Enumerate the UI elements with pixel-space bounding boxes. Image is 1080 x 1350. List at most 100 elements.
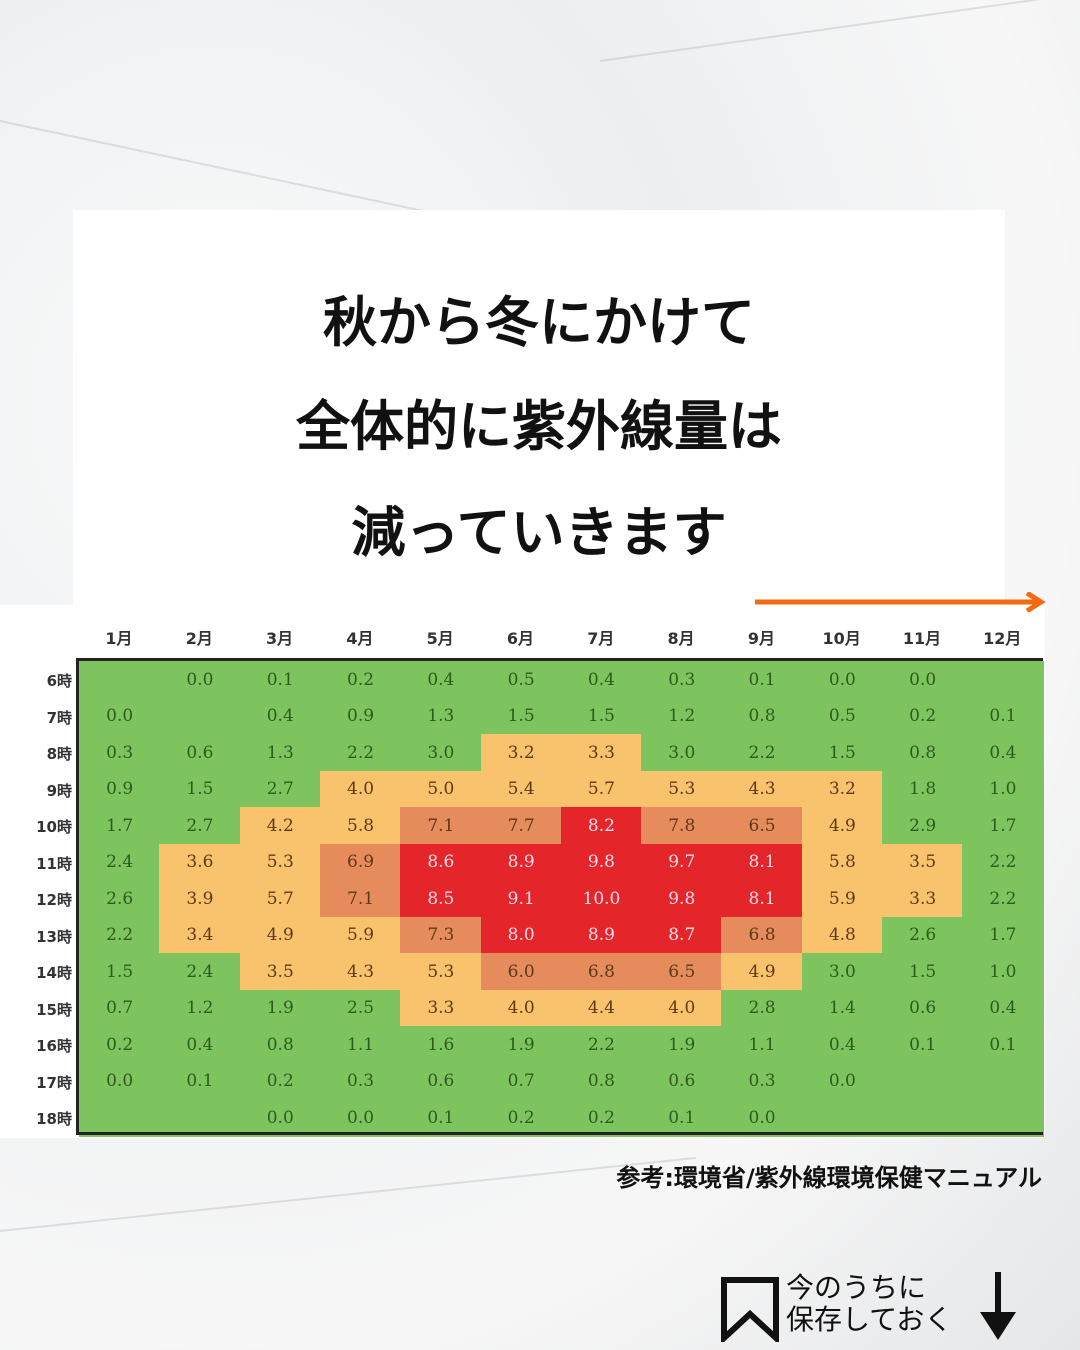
row-header: 7時 <box>46 708 72 727</box>
heatmap-cell: 0.0 <box>882 661 964 699</box>
heatmap-cell: 0.7 <box>79 989 161 1027</box>
row-header: 15時 <box>36 1000 72 1019</box>
heatmap-cell: 5.8 <box>319 807 402 845</box>
arrow-down-icon <box>980 1272 1016 1340</box>
heatmap-cell: 3.5 <box>239 953 321 991</box>
heatmap-cell: 3.2 <box>801 770 883 808</box>
column-header: 5月 <box>426 629 454 648</box>
heatmap-cell: 1.1 <box>319 1026 402 1064</box>
heatmap-cell: 8.2 <box>560 807 643 845</box>
heatmap-cell: 7.7 <box>480 807 562 845</box>
heatmap-cell: 0.0 <box>79 1062 161 1100</box>
heatmap-cell: 0.2 <box>560 1099 643 1137</box>
source-note: 参考:環境省/紫外線環境保健マニュアル <box>616 1164 1042 1192</box>
heatmap-cell: 0.1 <box>962 697 1044 735</box>
heatmap-cell: 6.8 <box>721 916 803 954</box>
heatmap-cell: 1.0 <box>962 770 1044 808</box>
heatmap-cell: 1.8 <box>882 770 964 808</box>
heatmap-cell: 5.3 <box>239 843 321 881</box>
row-header: 8時 <box>46 745 72 763</box>
heatmap-cell: 2.2 <box>319 734 402 772</box>
heatmap-cell: 2.7 <box>239 770 321 808</box>
heatmap-cell: 9.8 <box>641 880 723 918</box>
heatmap-cell: 0.0 <box>721 1099 803 1137</box>
row-header: 9時 <box>46 781 72 800</box>
heatmap-cell <box>962 661 1044 699</box>
heatmap-cell: 0.4 <box>801 1026 883 1064</box>
heatmap-cell: 9.1 <box>480 880 562 918</box>
heatmap-cell: 4.3 <box>721 770 803 808</box>
heatmap-cell: 2.9 <box>882 807 964 845</box>
heatmap-cell: 1.7 <box>962 916 1044 954</box>
heatmap-cell: 0.4 <box>560 661 643 699</box>
heatmap-cell: 8.9 <box>480 843 562 881</box>
heatmap-cell: 2.2 <box>79 916 161 954</box>
heatmap-cell: 0.0 <box>319 1099 402 1137</box>
save-text: 今のうちに 保存しておく <box>786 1272 952 1336</box>
row-header: 17時 <box>36 1073 72 1092</box>
heatmap-cell: 1.5 <box>159 770 241 808</box>
save-line-1: 今のうちに <box>786 1271 927 1304</box>
column-header: 2月 <box>185 629 213 648</box>
heatmap-cell: 6.5 <box>641 953 723 991</box>
column-header: 7月 <box>587 629 615 648</box>
row-header: 14時 <box>36 964 72 982</box>
heatmap-cell: 3.3 <box>400 989 482 1027</box>
save-prompt: 今のうちに 保存しておく <box>718 1272 1038 1344</box>
heatmap-cell: 0.3 <box>641 661 723 699</box>
heatmap-cell: 0.6 <box>400 1062 482 1100</box>
heatmap-cell: 0.6 <box>159 734 241 772</box>
heatmap-cell: 0.0 <box>239 1099 321 1137</box>
heatmap-cell: 10.0 <box>560 880 643 918</box>
heatmap-cell: 0.1 <box>159 1062 241 1100</box>
heatmap-cell: 8.1 <box>721 843 803 881</box>
heatmap-cell: 4.0 <box>480 989 562 1027</box>
save-line-2: 保存しておく <box>786 1303 953 1336</box>
heatmap-cell: 2.4 <box>159 953 241 991</box>
heatmap-cell: 8.7 <box>641 916 723 954</box>
heatmap-cell: 0.6 <box>882 989 964 1027</box>
heatmap-cell: 1.7 <box>79 807 161 845</box>
heatmap-cell: 2.5 <box>319 989 402 1027</box>
row-header: 11時 <box>36 854 72 873</box>
heatmap-cell: 3.0 <box>801 953 883 991</box>
title-line-3: 減っていきます <box>351 500 727 564</box>
heatmap-cell <box>882 1099 964 1137</box>
heatmap-cell: 0.1 <box>400 1099 482 1137</box>
heatmap-cell: 2.4 <box>79 843 161 881</box>
row-header: 13時 <box>36 927 72 946</box>
heatmap-cell: 1.9 <box>480 1026 562 1064</box>
heatmap-cell: 0.2 <box>882 697 964 735</box>
heatmap-cell: 0.6 <box>641 1062 723 1100</box>
heatmap-cell: 7.1 <box>319 880 402 918</box>
bookmark-icon <box>721 1277 779 1342</box>
heatmap-cell: 7.3 <box>400 916 482 954</box>
heatmap-cell: 1.5 <box>560 697 643 735</box>
heatmap-cell: 1.7 <box>962 807 1044 845</box>
heatmap-cell: 8.5 <box>400 880 482 918</box>
heatmap-cell: 6.0 <box>480 953 562 991</box>
heatmap-cell <box>159 1099 241 1137</box>
heatmap-cell: 6.9 <box>319 843 402 881</box>
title-line-2: 全体的に紫外線量は <box>296 394 782 458</box>
heatmap-cell: 0.8 <box>882 734 964 772</box>
heatmap-cell: 0.1 <box>721 661 803 699</box>
heatmap-cell: 5.7 <box>239 880 321 918</box>
heatmap-cell: 1.3 <box>239 734 321 772</box>
heatmap-cell: 3.9 <box>159 880 241 918</box>
heatmap-cell: 8.6 <box>400 843 482 881</box>
title-box: 秋から冬にかけて 全体的に紫外線量は 減っていきます <box>73 210 1005 605</box>
heatmap-cell: 0.4 <box>962 734 1044 772</box>
heatmap-cell: 0.4 <box>239 697 321 735</box>
marble-vein <box>599 0 1076 62</box>
row-header: 12時 <box>36 891 72 909</box>
title-line-1: 秋から冬にかけて <box>323 290 755 354</box>
heatmap-cell: 2.6 <box>79 880 161 918</box>
heatmap-cell <box>801 1099 883 1137</box>
heatmap-cell: 0.5 <box>801 697 883 735</box>
column-header: 6月 <box>506 629 535 648</box>
heatmap-cell: 3.3 <box>882 880 964 918</box>
heatmap-cell: 1.2 <box>641 697 723 735</box>
heatmap-cell: 3.6 <box>159 843 241 881</box>
heatmap-cell: 4.3 <box>319 953 402 991</box>
